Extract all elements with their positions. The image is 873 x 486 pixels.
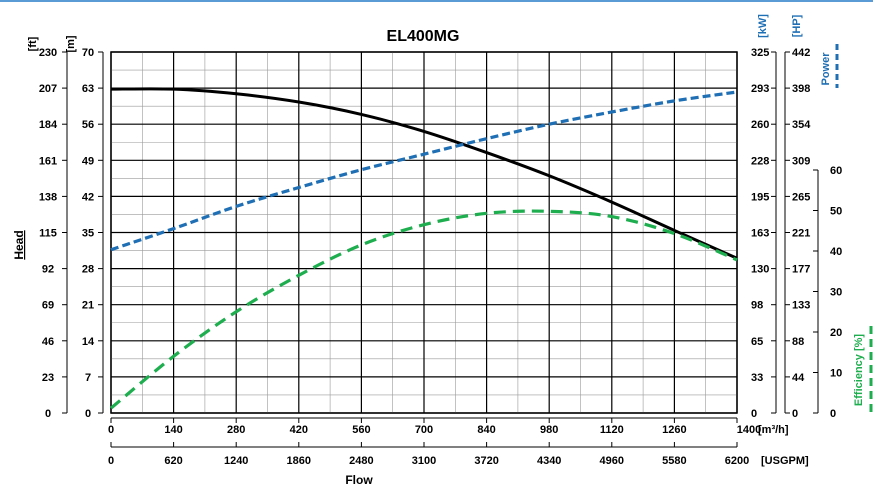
x-usgpm-tick-label: 2480 <box>349 455 373 467</box>
series-power-line <box>110 90 738 252</box>
head-m-tick-label: 28 <box>82 264 94 276</box>
power-hp-tick-label: 177 <box>792 264 810 276</box>
head-ft-tick-label: 46 <box>42 336 54 348</box>
head-ft-tick-label: 69 <box>42 300 54 312</box>
efficiency-tick-label: 30 <box>830 287 842 299</box>
power-kw-tick-label: 130 <box>751 264 769 276</box>
x-usgpm-tick-label: 3100 <box>412 455 436 467</box>
head-ft-tick-label: 161 <box>39 155 57 167</box>
head-ft-tick-label: 230 <box>39 47 57 59</box>
x-usgpm-tick-label: 1860 <box>287 455 311 467</box>
head-ft-tick-label: 207 <box>39 83 57 95</box>
head-m-tick-label: 56 <box>82 119 94 131</box>
efficiency-tick-label: 10 <box>830 368 842 380</box>
head-ft-tick-label: 138 <box>39 191 57 203</box>
x-usgpm-tick-label: 4340 <box>537 455 561 467</box>
power-hp-tick-label: 309 <box>792 155 810 167</box>
head-ft-tick-label: 115 <box>39 228 57 240</box>
power-kw-tick-label: 293 <box>751 83 769 95</box>
x-usgpm-tick-label: 0 <box>108 455 114 467</box>
power-kw-tick-label: 0 <box>751 408 757 420</box>
x-axis-label: Flow <box>345 473 373 486</box>
x-m3h-tick-label: 1120 <box>600 424 624 436</box>
head-m-tick-label: 49 <box>82 155 94 167</box>
power-axis-label: Power <box>820 52 832 86</box>
head-m-tick-label: 0 <box>85 408 91 420</box>
power-kw-tick-label: 195 <box>751 191 769 203</box>
power-unit-hp: [HP] <box>791 14 803 37</box>
x-m3h-tick-label: 840 <box>477 424 495 436</box>
head-m-tick-label: 14 <box>82 336 95 348</box>
head-unit-ft: [ft] <box>27 36 39 51</box>
efficiency-tick-label: 60 <box>830 165 842 177</box>
power-kw-tick-label: 33 <box>751 372 763 384</box>
series-head-line <box>110 87 738 260</box>
power-hp-tick-label: 354 <box>792 119 811 131</box>
x-m3h-tick-label: 700 <box>415 424 433 436</box>
x-m3h-tick-label: 560 <box>352 424 370 436</box>
power-hp-tick-label: 88 <box>792 336 804 348</box>
power-hp-tick-label: 0 <box>792 408 798 420</box>
x-m3h-tick-label: 420 <box>290 424 308 436</box>
power-hp-tick-label: 44 <box>792 372 805 384</box>
head-m-tick-label: 35 <box>82 228 94 240</box>
power-hp-tick-label: 133 <box>792 300 810 312</box>
head-m-tick-label: 42 <box>82 191 94 203</box>
x-m3h-tick-label: 140 <box>164 424 182 436</box>
head-m-tick-label: 63 <box>82 83 94 95</box>
x-m3h-tick-label: 980 <box>540 424 558 436</box>
power-unit-kw: [kW] <box>757 14 769 38</box>
power-hp-tick-label: 221 <box>792 228 810 240</box>
power-kw-tick-label: 228 <box>751 155 769 167</box>
x-m3h-tick-label: 1400 <box>737 424 761 436</box>
x-m3h-tick-label: 0 <box>108 424 114 436</box>
head-m-tick-label: 70 <box>82 47 94 59</box>
head-ft-tick-label: 184 <box>39 119 58 131</box>
power-kw-tick-label: 163 <box>751 228 769 240</box>
power-hp-tick-label: 398 <box>792 83 810 95</box>
power-hp-tick-label: 265 <box>792 191 810 203</box>
efficiency-tick-label: 0 <box>830 408 836 420</box>
efficiency-axis-label: Efficiency [%] <box>853 334 865 406</box>
x-usgpm-tick-label: 5580 <box>662 455 686 467</box>
x-usgpm-tick-label: 1240 <box>224 455 248 467</box>
head-m-tick-label: 7 <box>85 372 91 384</box>
top-border <box>0 0 873 2</box>
x-unit-m3h: [m³/h] <box>758 424 789 436</box>
head-ft-tick-label: 92 <box>42 264 54 276</box>
power-hp-tick-label: 442 <box>792 47 810 59</box>
x-m3h-tick-label: 280 <box>227 424 245 436</box>
power-kw-tick-label: 98 <box>751 300 763 312</box>
x-usgpm-tick-label: 4960 <box>600 455 624 467</box>
power-kw-tick-label: 260 <box>751 119 769 131</box>
x-usgpm-tick-label: 620 <box>164 455 182 467</box>
x-usgpm-tick-label: 3720 <box>474 455 498 467</box>
head-axis-label: Head <box>12 230 26 259</box>
power-kw-tick-label: 65 <box>751 336 763 348</box>
x-unit-usgpm: [USGPM] <box>761 455 809 467</box>
efficiency-tick-label: 50 <box>830 206 842 218</box>
efficiency-tick-label: 20 <box>830 327 842 339</box>
series-efficiency-line <box>109 209 738 410</box>
efficiency-tick-label: 40 <box>830 246 842 258</box>
head-m-tick-label: 21 <box>82 300 94 312</box>
power-kw-tick-label: 325 <box>751 47 769 59</box>
x-usgpm-tick-label: 6200 <box>725 455 749 467</box>
head-unit-m: [m] <box>65 35 77 52</box>
head-ft-tick-label: 23 <box>42 372 54 384</box>
chart-title: EL400MG <box>387 28 460 45</box>
head-ft-tick-label: 0 <box>45 408 51 420</box>
x-m3h-tick-label: 1260 <box>662 424 686 436</box>
